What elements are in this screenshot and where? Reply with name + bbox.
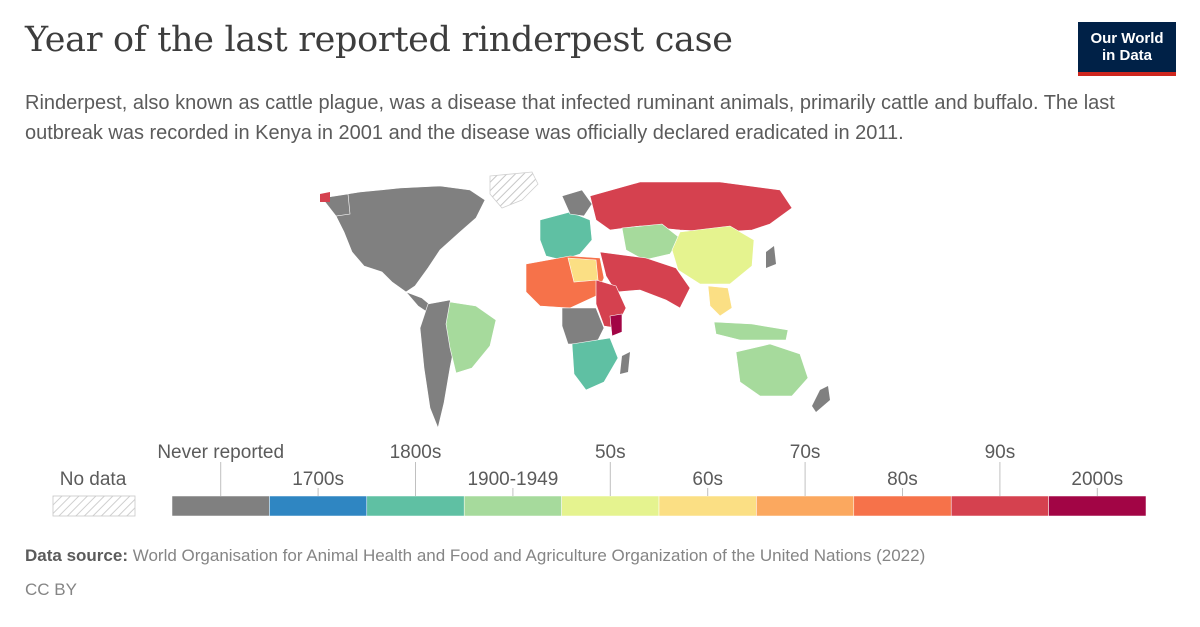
owid-logo[interactable]: Our World in Data [1078,22,1176,76]
legend-label-3: 1900-1949 [467,469,558,490]
region-middle-east-south-asia[interactable] [599,251,691,309]
region-greenland[interactable] [489,171,539,209]
region-australia[interactable] [735,343,809,397]
legend-label-1: 1700s [292,469,344,490]
region-southern-africa[interactable] [571,337,619,391]
legend-swatch-6[interactable] [756,495,855,517]
data-source: Data source: World Organisation for Anim… [25,546,925,566]
legend-swatch-1[interactable] [269,495,368,517]
legend-label-0: Never reported [157,442,284,463]
data-source-text[interactable]: World Organisation for Animal Health and… [132,546,926,565]
chart-title: Year of the last reported rinderpest cas… [25,20,733,60]
region-central-asia[interactable] [621,223,681,261]
color-legend: No data Never reported 1700s 1800s 1900-194… [52,442,1147,517]
legend-label-9: 2000s [1071,469,1123,490]
region-madagascar[interactable] [620,352,630,374]
legend-swatch-8[interactable] [950,495,1049,517]
region-china[interactable] [671,225,755,285]
chart-subtitle: Rinderpest, also known as cattle plague,… [25,92,1115,144]
region-indonesia[interactable] [713,321,789,341]
legend-label-5: 60s [692,469,723,490]
region-kenya[interactable] [609,313,623,337]
legend-label-7: 80s [887,469,918,490]
logo-line-2: in Data [1101,47,1152,64]
region-north-america[interactable] [321,185,486,293]
region-russia[interactable] [589,181,793,233]
region-libya[interactable] [567,257,599,283]
region-western-europe[interactable] [539,211,593,261]
region-scandinavia[interactable] [561,189,593,217]
legend-swatch-3[interactable] [463,495,562,517]
legend-no-data-swatch[interactable] [52,495,136,517]
region-chukotka[interactable] [320,192,330,202]
region-brazil[interactable] [445,301,497,374]
legend-swatch-0[interactable] [171,495,270,517]
legend-no-data-label: No data [60,469,127,490]
legend-label-4: 50s [595,442,626,463]
logo-line-1: Our World [1090,30,1164,47]
legend-label-2: 1800s [390,442,442,463]
legend-label-8: 90s [985,442,1016,463]
legend-swatch-9[interactable] [1048,495,1147,517]
region-southeast-asia[interactable] [707,285,733,317]
license[interactable]: CC BY [25,580,77,599]
legend-swatch-7[interactable] [853,495,952,517]
legend-swatch-4[interactable] [561,495,660,517]
legend-label-6: 70s [790,442,821,463]
data-source-label: Data source: [25,546,128,565]
legend-swatch-5[interactable] [658,495,757,517]
world-map[interactable] [300,168,860,433]
legend-swatch-2[interactable] [366,495,465,517]
region-new-zealand[interactable] [812,386,830,412]
region-japan[interactable] [766,246,776,268]
region-central-africa[interactable] [561,307,605,345]
